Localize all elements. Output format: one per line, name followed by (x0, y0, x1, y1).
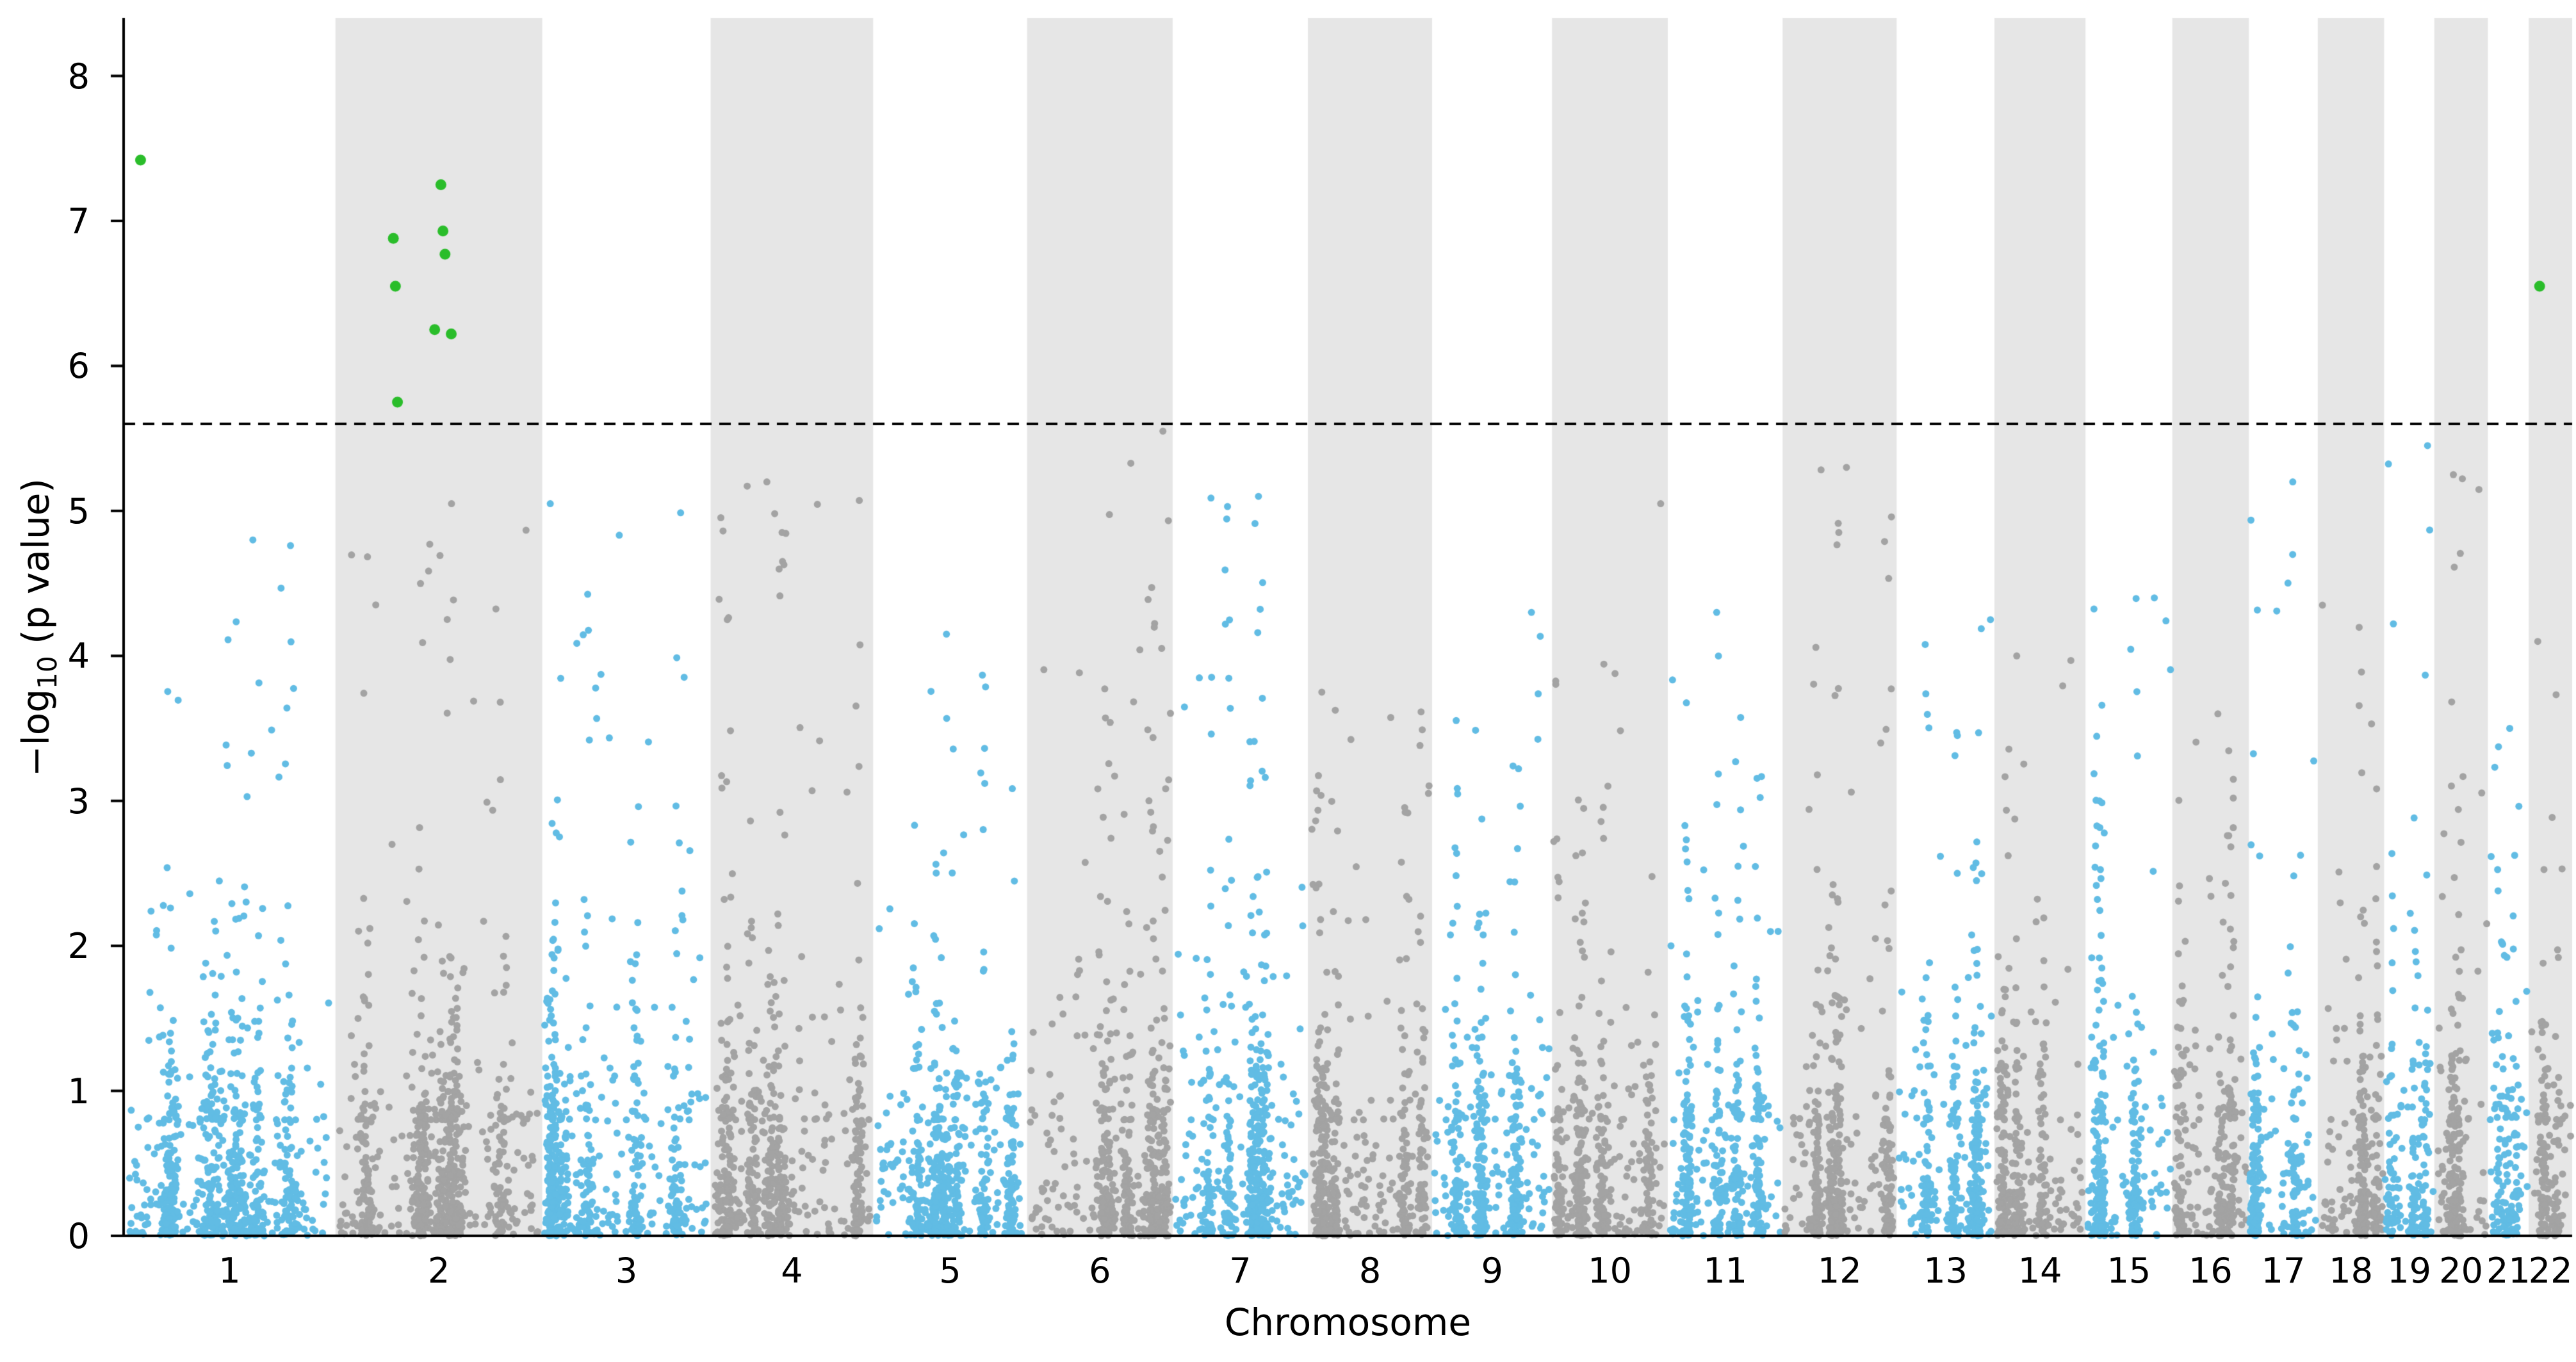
y-tick-label-7: 7 (67, 201, 90, 241)
x-tick-label-9: 9 (1481, 1251, 1503, 1291)
x-tick-label-13: 13 (1923, 1251, 1968, 1291)
y-tick-label-5: 5 (67, 490, 90, 531)
x-tick-label-20: 20 (2439, 1251, 2483, 1291)
x-tick-label-22: 22 (2528, 1251, 2573, 1291)
x-tick-label-7: 7 (1229, 1251, 1251, 1291)
y-tick-label-1: 1 (67, 1071, 90, 1112)
x-tick-label-14: 14 (2018, 1251, 2062, 1291)
x-tick-label-5: 5 (939, 1251, 961, 1291)
y-tick-label-6: 6 (67, 346, 90, 387)
x-tick-label-2: 2 (427, 1251, 450, 1291)
x-axis-label: Chromosome (1224, 1301, 1472, 1344)
y-axis-label-prefix: −log (13, 689, 58, 777)
y-tick-label-8: 8 (67, 56, 90, 97)
x-tick-label-1: 1 (218, 1251, 241, 1291)
y-tick-label-2: 2 (67, 926, 90, 967)
x-tick-label-19: 19 (2387, 1251, 2431, 1291)
x-tick-label-4: 4 (781, 1251, 803, 1291)
x-tick-label-11: 11 (1703, 1251, 1747, 1291)
y-tick-label-0: 0 (67, 1216, 90, 1256)
x-tick-label-16: 16 (2189, 1251, 2233, 1291)
x-tick-label-17: 17 (2261, 1251, 2306, 1291)
x-tick-label-18: 18 (2329, 1251, 2373, 1291)
x-tick-label-12: 12 (1817, 1251, 1862, 1291)
y-tick-label-3: 3 (67, 781, 90, 822)
y-tick-label-4: 4 (67, 636, 90, 677)
x-tick-label-15: 15 (2107, 1251, 2151, 1291)
x-tick-label-21: 21 (2486, 1251, 2531, 1291)
x-tick-label-10: 10 (1588, 1251, 1632, 1291)
x-tick-label-6: 6 (1089, 1251, 1111, 1291)
x-tick-label-3: 3 (615, 1251, 638, 1291)
x-tick-label-8: 8 (1358, 1251, 1382, 1291)
